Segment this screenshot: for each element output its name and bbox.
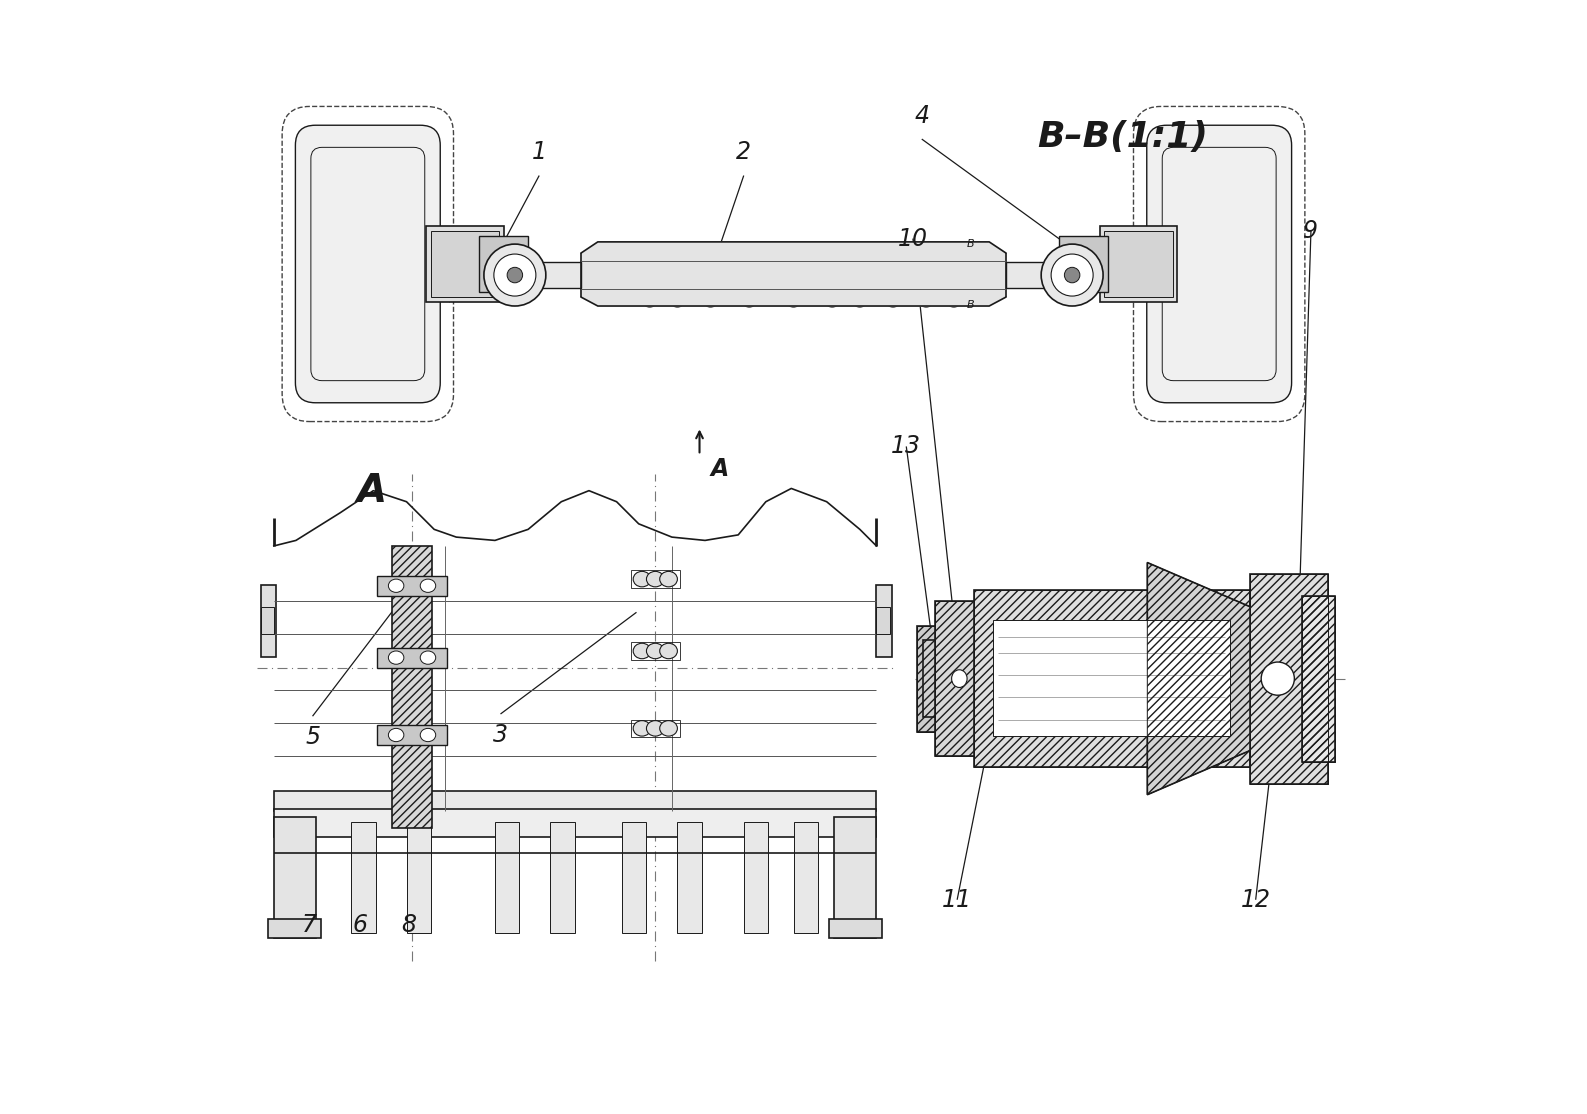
Polygon shape <box>581 242 1006 306</box>
Text: 5: 5 <box>305 725 321 749</box>
Ellipse shape <box>421 651 436 664</box>
Bar <box>1301 596 1335 762</box>
Bar <box>974 590 1251 768</box>
Text: B: B <box>966 301 974 310</box>
Bar <box>876 585 892 656</box>
Ellipse shape <box>660 721 678 736</box>
Bar <box>917 626 935 732</box>
Ellipse shape <box>508 267 522 283</box>
Ellipse shape <box>633 721 651 736</box>
Bar <box>430 231 500 297</box>
Bar <box>935 602 974 756</box>
Text: 7: 7 <box>302 913 317 937</box>
Bar <box>794 822 817 932</box>
Bar <box>376 647 448 667</box>
Ellipse shape <box>1262 662 1295 695</box>
Ellipse shape <box>389 729 403 742</box>
Bar <box>406 822 430 932</box>
Bar <box>1059 236 1108 292</box>
Ellipse shape <box>389 579 403 593</box>
Bar <box>1100 226 1178 302</box>
Bar <box>427 226 503 302</box>
Bar <box>1251 574 1328 783</box>
Bar <box>992 620 1230 736</box>
Text: 1: 1 <box>532 140 546 165</box>
Bar <box>275 809 876 837</box>
Ellipse shape <box>494 254 536 296</box>
Bar <box>1006 262 1066 289</box>
Bar <box>1105 231 1173 297</box>
Ellipse shape <box>646 643 663 658</box>
Polygon shape <box>1147 563 1251 794</box>
Bar <box>622 822 646 932</box>
Text: 8: 8 <box>402 913 416 937</box>
Ellipse shape <box>646 571 663 587</box>
Bar <box>521 262 581 289</box>
Text: 9: 9 <box>1303 218 1319 243</box>
Text: A: A <box>357 471 387 510</box>
Ellipse shape <box>646 721 663 736</box>
Text: 6: 6 <box>352 913 368 937</box>
FancyBboxPatch shape <box>295 125 440 403</box>
Ellipse shape <box>421 729 436 742</box>
Text: 12: 12 <box>1241 888 1271 911</box>
Ellipse shape <box>660 643 678 658</box>
Bar <box>828 919 882 938</box>
Ellipse shape <box>952 670 966 687</box>
Text: 2: 2 <box>736 140 751 165</box>
Ellipse shape <box>1041 244 1103 306</box>
Bar <box>376 576 448 596</box>
Bar <box>632 720 679 737</box>
Ellipse shape <box>660 571 678 587</box>
Bar <box>632 642 679 659</box>
Ellipse shape <box>633 571 651 587</box>
Text: B: B <box>966 240 974 250</box>
Bar <box>1301 596 1335 762</box>
Bar <box>275 817 316 938</box>
Bar <box>260 607 275 634</box>
Text: 13: 13 <box>892 434 922 459</box>
Text: A: A <box>711 458 728 481</box>
Bar <box>275 791 876 811</box>
Bar <box>917 626 935 732</box>
FancyBboxPatch shape <box>1147 125 1292 403</box>
Bar <box>376 725 448 745</box>
Bar <box>876 607 890 634</box>
Bar <box>392 546 432 828</box>
Bar <box>835 817 876 938</box>
Ellipse shape <box>1051 254 1093 296</box>
Ellipse shape <box>1065 267 1079 283</box>
Text: 4: 4 <box>914 104 930 128</box>
Bar <box>935 602 974 756</box>
Bar <box>678 822 701 932</box>
Text: B–B(1:1): B–B(1:1) <box>1036 120 1208 154</box>
Bar <box>632 570 679 588</box>
Bar <box>1251 574 1328 783</box>
Bar <box>268 919 322 938</box>
Ellipse shape <box>389 651 403 664</box>
Text: 3: 3 <box>494 723 508 746</box>
Ellipse shape <box>421 579 436 593</box>
Text: 11: 11 <box>943 888 973 911</box>
Bar <box>351 822 376 932</box>
Bar <box>495 822 519 932</box>
Ellipse shape <box>633 643 651 658</box>
Bar <box>974 590 1251 768</box>
Bar <box>479 236 528 292</box>
Text: 10: 10 <box>898 226 928 251</box>
Bar <box>744 822 768 932</box>
Ellipse shape <box>484 244 546 306</box>
Bar <box>551 822 574 932</box>
Bar <box>924 639 935 717</box>
Bar <box>260 585 276 656</box>
